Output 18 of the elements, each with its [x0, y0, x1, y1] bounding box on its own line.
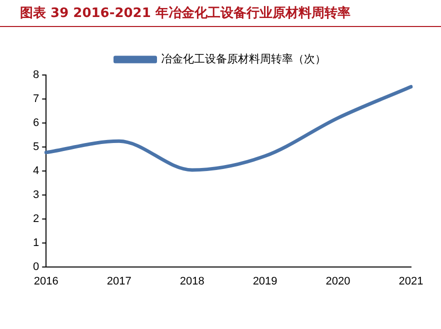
y-tick-label: 1: [32, 236, 40, 249]
y-tick-label: 7: [32, 93, 40, 106]
y-tick-label: 5: [32, 140, 40, 153]
x-tick-label: 2021: [398, 275, 424, 288]
x-tick-label: 2020: [326, 275, 350, 288]
x-tick-label: 2017: [106, 275, 132, 288]
y-tick-label: 2: [32, 212, 40, 225]
y-tick-label: 4: [32, 164, 40, 177]
x-tick-label: 2018: [180, 275, 204, 288]
y-tick-label: 0: [32, 260, 40, 273]
line-series: [44, 85, 413, 172]
y-tick-label: 6: [32, 116, 40, 129]
legend-label: 冶金化工设备原材料周转率（次）: [160, 52, 326, 66]
chart-title: 图表 39 2016-2021 年冶金化工设备行业原材料周转率: [20, 4, 350, 22]
y-tick-label: 8: [32, 69, 40, 82]
x-tick-label: 2019: [252, 275, 278, 288]
x-tick-label: 2016: [34, 275, 58, 288]
y-tick-label: 3: [32, 188, 40, 201]
